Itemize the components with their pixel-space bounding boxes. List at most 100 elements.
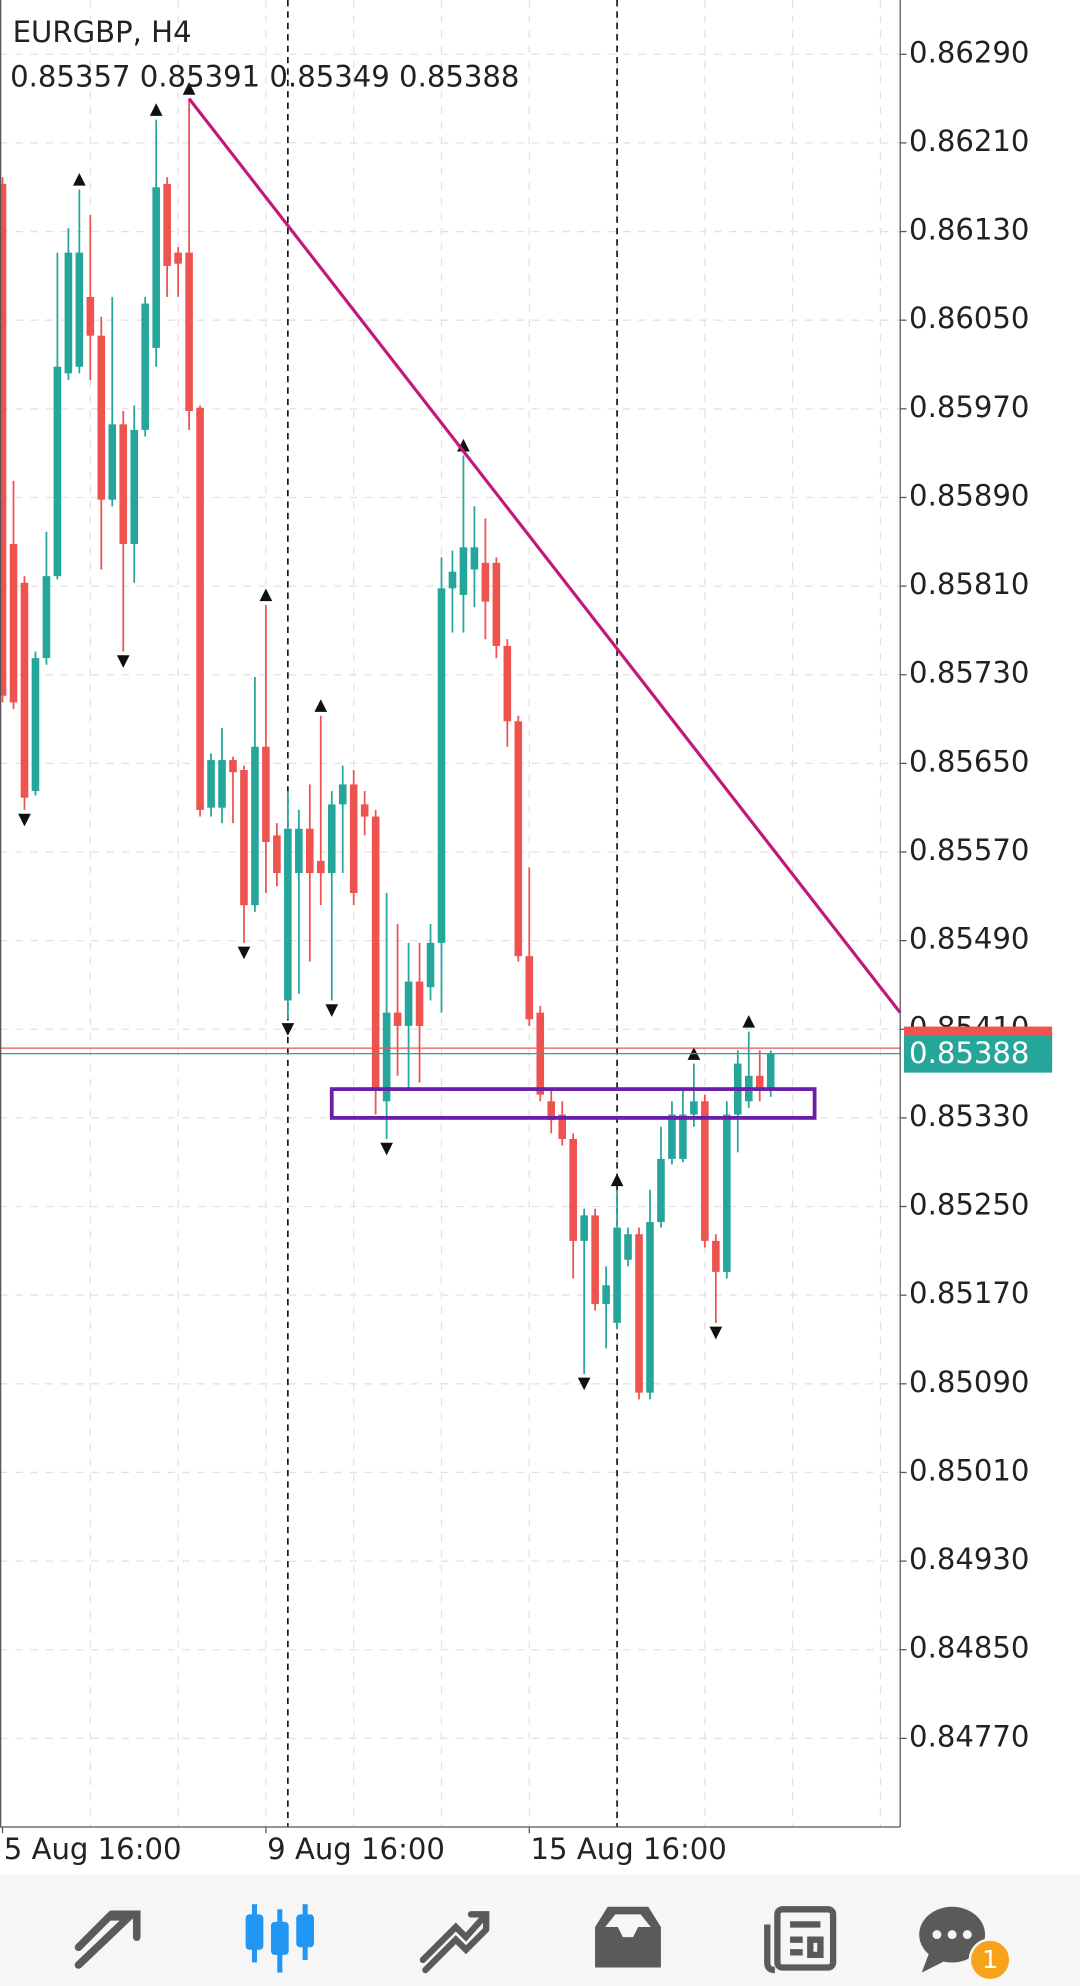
chat-icon[interactable]: 1: [919, 1906, 1012, 1982]
plot: [0, 0, 902, 1827]
y-tick-label: 0.85490: [909, 922, 1029, 956]
ohlc-high: 0.85391: [140, 59, 260, 93]
trade-icon-arrows: [74, 1910, 141, 1969]
y-tick-label: 0.85810: [909, 567, 1029, 601]
candle-body: [415, 981, 424, 1026]
fractal-down: [18, 813, 31, 827]
trendline: [187, 97, 902, 1014]
fractal-down: [325, 1004, 339, 1017]
fractal-down: [116, 655, 130, 668]
chat-badge-count: 1: [982, 1944, 998, 1974]
trends-icon-lines: [419, 1911, 490, 1974]
candle-body: [251, 746, 259, 906]
fractal-up: [149, 103, 163, 116]
y-tick-label: 0.85970: [909, 390, 1029, 424]
candle-body: [316, 860, 325, 874]
y-tick-label: 0.84930: [909, 1542, 1029, 1576]
ohlc-open: 0.85357: [10, 59, 130, 93]
fractal-up: [742, 1015, 756, 1028]
candle-body: [295, 828, 303, 874]
y-tick-label: 0.85650: [909, 744, 1029, 778]
candle-body: [207, 760, 215, 808]
candle-body: [668, 1114, 676, 1159]
chat-icon-dot: [962, 1930, 972, 1940]
candle-body: [262, 746, 270, 843]
candle-body: [53, 366, 62, 577]
axes: 0.86290 0.86210 0.86130 0.86050 0.85970 0.858…: [1, 35, 1053, 1866]
candle-body: [371, 816, 380, 1090]
candle-body: [273, 835, 281, 874]
fractal-down: [380, 1142, 393, 1156]
candle-body: [558, 1114, 567, 1139]
candle-body: [602, 1285, 610, 1305]
candle-body: [360, 804, 369, 817]
candle-body: [679, 1114, 687, 1159]
candle-body: [525, 956, 534, 1020]
fractal-up: [259, 588, 273, 602]
y-tick-label: 0.85570: [909, 833, 1029, 867]
y-tick-label: 0.85170: [909, 1276, 1029, 1310]
bid-label-box: [904, 1035, 1053, 1073]
chat-icon-tail: [921, 1952, 948, 1973]
candle-body: [64, 252, 73, 374]
candle-body: [459, 547, 468, 595]
candle-body: [503, 645, 512, 722]
x-tick-label: 5 Aug 16:00: [4, 1832, 182, 1866]
candle-body: [218, 760, 226, 808]
fractal-down: [237, 946, 251, 960]
candle-body: [306, 828, 314, 874]
toolbar: [0, 1873, 1080, 1986]
candle-body: [514, 721, 523, 957]
y-tick-label: 0.86290: [909, 35, 1029, 69]
candle-body: [481, 562, 490, 602]
news-icon[interactable]: [764, 1906, 837, 1974]
y-tick-label: 0.85250: [909, 1188, 1029, 1222]
candle-body: [712, 1240, 720, 1272]
candle-body: [723, 1114, 731, 1272]
chat-icon-dot: [947, 1930, 957, 1940]
history-icon[interactable]: [595, 1906, 661, 1968]
news-icon-page: [774, 1906, 837, 1971]
chat-icon-dot: [932, 1930, 942, 1940]
trade-icon[interactable]: [74, 1910, 141, 1969]
candle-body: [174, 252, 182, 264]
history-icon-slot: [605, 1914, 651, 1938]
candle-body: [75, 252, 84, 367]
candle-body: [426, 942, 435, 988]
candle-body: [0, 183, 7, 696]
trends-icon[interactable]: [419, 1911, 490, 1974]
candle-body: [229, 760, 237, 773]
fractal-up: [610, 1173, 624, 1187]
candle-body: [42, 576, 51, 659]
chart-icon[interactable]: [245, 1904, 315, 1973]
candle-body: [591, 1215, 599, 1305]
y-tick-label: 0.86130: [909, 213, 1029, 247]
candle-body: [766, 1053, 775, 1088]
candle-body: [284, 828, 292, 1001]
fractal-up: [314, 699, 328, 712]
fractal-down: [577, 1377, 591, 1391]
y-tick-label: 0.86210: [909, 124, 1029, 158]
fractal-up: [73, 172, 86, 186]
news-icon-lines: [764, 1921, 824, 1974]
candle-body: [327, 804, 336, 874]
bid-label: 0.85388: [909, 1036, 1029, 1070]
candle-body: [437, 588, 446, 943]
candle-body: [382, 1012, 391, 1102]
y-tick-label: 0.85010: [909, 1453, 1029, 1487]
y-tick-label: 0.85330: [909, 1099, 1029, 1133]
candle-body: [141, 303, 149, 430]
candle-body: [580, 1215, 588, 1241]
candle-body: [547, 1101, 556, 1121]
candle-body: [690, 1101, 698, 1115]
candle-body: [185, 252, 193, 412]
candle-body: [569, 1138, 577, 1241]
candle-body: [130, 429, 139, 544]
y-tick-label: 0.85090: [909, 1365, 1029, 1399]
candle-body: [119, 424, 128, 544]
y-tick-label: 0.86050: [909, 301, 1029, 335]
fractal-up: [182, 82, 196, 95]
candle-body: [86, 296, 95, 336]
candle-body: [646, 1222, 654, 1393]
